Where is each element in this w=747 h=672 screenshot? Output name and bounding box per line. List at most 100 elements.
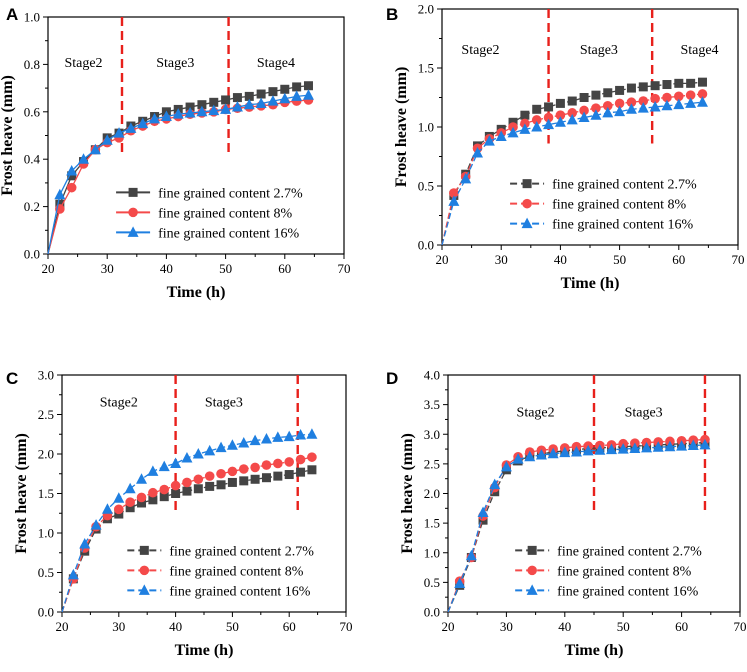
panel-d-data-point	[547, 447, 559, 459]
panel-a-data-point	[244, 91, 254, 101]
panel-d-data-point	[512, 453, 524, 464]
panel-d-data-point	[652, 441, 664, 452]
panel-a-data-point	[255, 97, 267, 109]
panel-d-y-tick-label: 1.5	[424, 516, 440, 531]
panel-b-data-point	[567, 96, 577, 106]
panel-d-x-tick-label: 30	[500, 619, 513, 634]
panel-d-data-point	[687, 439, 699, 451]
panel-b-x-tick-label: 40	[554, 252, 567, 267]
panel-c-data-point	[227, 477, 237, 487]
panel-a-data-point	[66, 182, 77, 193]
panel-c-y-tick-label: 3.0	[38, 368, 54, 383]
panel-a-legend-marker	[128, 187, 138, 197]
panel-c-data-point	[182, 477, 192, 488]
panel-c-data-point	[101, 503, 113, 514]
panel-b-data-point	[697, 77, 707, 87]
panel-d-stage-label: Stage3	[625, 405, 663, 420]
panel-a-x-tick-label: 60	[278, 261, 291, 276]
panel-d-data-point	[664, 440, 676, 452]
panel-b-legend-marker	[522, 198, 532, 209]
panel-c-data-point	[182, 486, 192, 496]
panel-a-series-3	[47, 89, 314, 255]
panel-b-data-point	[638, 96, 649, 106]
panel-c-y-axis-title: Frost heave (mm)	[13, 433, 30, 554]
panel-a-data-point	[209, 97, 219, 107]
panel-a-stage-label: Stage3	[156, 56, 194, 71]
panel-d-x-axis-title: Time (h)	[565, 642, 624, 659]
panel-d-stage-label: Stage2	[517, 405, 555, 420]
panel-b-y-tick-label: 2.0	[418, 2, 434, 17]
panel-a-data-point	[279, 92, 291, 104]
panel-b-y-tick-label: 0.5	[418, 179, 434, 194]
panel-b-data-point	[555, 98, 565, 108]
panel-b-data-point	[650, 93, 660, 104]
panel-b-data-point	[531, 121, 543, 132]
panel-b-data-point	[579, 105, 589, 116]
panel-a-data-point	[196, 105, 208, 117]
panel-b-chart: 20 30 40 50 60 70 0.0 0.5 1.0 1.5 2.0 Time (h) Frost…	[393, 2, 745, 293]
panel-d-data-point	[559, 446, 571, 458]
panel-b-x-tick-label: 60	[672, 252, 685, 267]
panel-c-data-point	[67, 568, 79, 580]
panel-c-data-point	[307, 465, 317, 475]
panel-a-data-point	[220, 103, 232, 114]
panel-c-x-tick-label: 40	[169, 619, 182, 634]
panel-b-data-point	[685, 90, 696, 100]
panel-b-data-point	[544, 102, 554, 112]
panel-a-data-point	[67, 171, 77, 181]
panel-c-data-point	[125, 503, 135, 513]
panel-c-data-point	[90, 519, 102, 530]
panel-c-y-tick-label: 0.5	[38, 565, 54, 580]
panel-d-data-point	[524, 450, 536, 462]
panel-b-data-point	[650, 81, 660, 91]
panel-c-data-point	[204, 444, 216, 456]
panel-d-y-axis-title: Frost heave (mm)	[399, 433, 416, 554]
panel-b-data-point	[449, 188, 459, 198]
panel-letter-a: A	[6, 5, 18, 24]
panel-c-x-tick-label: 30	[112, 619, 125, 634]
panel-d-data-point	[465, 549, 477, 561]
panel-b-legend-marker	[521, 217, 533, 229]
panel-c-data-point	[193, 484, 203, 494]
panel-d-y-tick-label: 3.0	[424, 427, 440, 442]
panel-b-data-point	[520, 110, 530, 120]
panel-c-data-point	[171, 489, 181, 498]
panel-c-data-point	[261, 460, 272, 470]
panel-d-data-point	[477, 506, 489, 517]
panel-a-data-point	[221, 95, 231, 105]
panel-d-y-tick-label: 2.0	[424, 486, 440, 501]
panel-c-data-point	[295, 429, 307, 440]
panel-c-data-point	[296, 467, 306, 477]
panel-a-legend-marker	[128, 207, 138, 218]
panel-b-data-point	[531, 115, 542, 125]
panel-c-data-point	[79, 538, 91, 549]
panel-d-data-point	[629, 442, 641, 453]
panel-a-data-point	[231, 101, 243, 112]
panel-b-data-point	[603, 88, 613, 98]
panel-d-x-tick-label: 70	[734, 619, 747, 634]
panel-c-data-point	[216, 468, 226, 479]
panel-b-x-tick-label: 50	[613, 252, 626, 267]
panel-a-stage-label: Stage2	[64, 56, 102, 71]
panel-c-data-point	[170, 457, 182, 468]
panel-c-data-point	[260, 432, 272, 444]
panel-b-data-point	[460, 172, 472, 184]
panel-c-data-point	[273, 458, 283, 469]
panel-c-data-point	[273, 471, 283, 481]
panel-c-data-point	[216, 480, 226, 490]
panel-letter-d: D	[386, 369, 398, 388]
panel-a-data-point	[267, 95, 279, 106]
panel-a-data-point	[149, 112, 161, 124]
panel-c-x-axis-title: Time (h)	[175, 642, 234, 659]
panel-b-legend-label: fine grained content 8%	[552, 198, 686, 213]
panel-c-data-point	[226, 439, 238, 450]
panel-c-x-tick-label: 50	[226, 619, 239, 634]
panel-c-data-point	[147, 465, 159, 476]
panel-d-x-tick-label: 40	[558, 619, 571, 634]
panel-c-legend-marker	[139, 545, 149, 555]
panel-d-y-tick-label: 3.5	[424, 397, 440, 412]
panel-c-data-point	[261, 473, 271, 483]
panel-b-data-point	[519, 123, 531, 134]
panel-c-x-tick-label: 70	[340, 619, 353, 634]
